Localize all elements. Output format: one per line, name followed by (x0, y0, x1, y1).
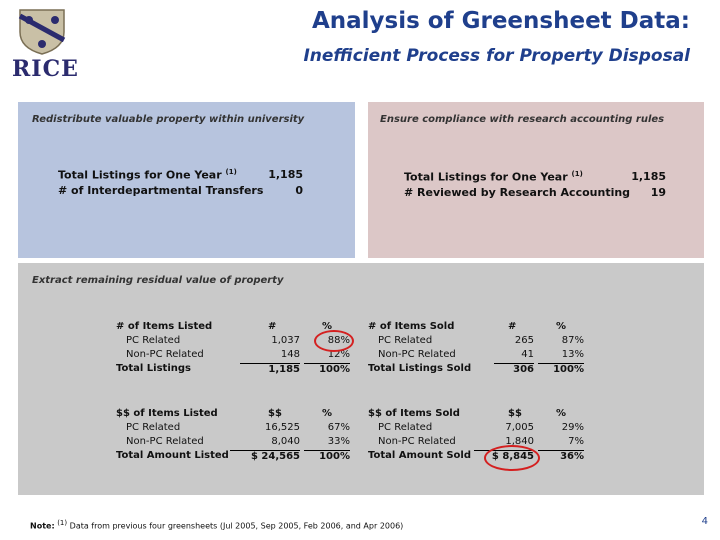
table-row: PC Related 265 87% (368, 335, 586, 349)
row-count: 265 (514, 335, 534, 346)
row-label: Non-PC Related (378, 349, 456, 360)
row-percent: 100% (304, 363, 350, 375)
row-label: Total Listings Sold (368, 363, 472, 374)
items-sold-table: # of Items Sold # % PC Related 265 87% N… (368, 321, 586, 381)
blue-total-listings-label: Total Listings for One Year (1) (58, 168, 237, 182)
row-label: PC Related (126, 335, 181, 346)
row-percent: 13% (561, 349, 584, 360)
row-label: Total Amount Sold (368, 450, 471, 461)
row-label: Non-PC Related (378, 436, 456, 447)
row-label: PC Related (378, 335, 433, 346)
column-header: $$ (268, 408, 282, 419)
blue-transfers-value: 0 (295, 184, 303, 197)
row-label: PC Related (378, 422, 433, 433)
table-row: PC Related 7,005 29% (368, 422, 586, 436)
table-total-row: Total Amount Sold $ 8,845 36% (368, 450, 586, 464)
row-count: 306 (494, 363, 534, 375)
pink-total-listings-value: 1,185 (631, 170, 666, 183)
compliance-panel: Ensure compliance with research accounti… (368, 102, 704, 258)
row-percent: 33% (327, 436, 350, 447)
footnote-marker: (1) (57, 519, 68, 527)
column-header: % (322, 321, 333, 332)
row-percent: 100% (538, 363, 584, 375)
dollars-listed-table: $$ of Items Listed $$ % PC Related 16,52… (116, 408, 352, 468)
row-amount: 7,005 (505, 422, 534, 433)
column-header: % (556, 408, 567, 419)
table-row: Non-PC Related 148 12% (116, 349, 352, 363)
row-percent: 12% (327, 349, 350, 360)
page-title: Analysis of Greensheet Data: (311, 8, 690, 34)
residual-heading: Extract remaining residual value of prop… (32, 275, 284, 286)
table-header-row: # of Items Listed # % (116, 321, 352, 335)
column-header: $$ of Items Listed (116, 408, 218, 419)
column-header: # (268, 321, 277, 332)
row-percent: 67% (327, 422, 350, 433)
row-percent: 29% (561, 422, 584, 433)
row-label: Non-PC Related (126, 349, 204, 360)
residual-value-panel: Extract remaining residual value of prop… (18, 263, 704, 495)
pink-reviewed-value: 19 (650, 186, 666, 199)
table-total-row: Total Listings Sold 306 100% (368, 363, 586, 377)
rice-shield-icon (18, 9, 66, 55)
row-percent: 36% (538, 450, 584, 462)
row-count: 1,185 (240, 363, 300, 375)
dollars-sold-table: $$ of Items Sold $$ % PC Related 7,005 2… (368, 408, 586, 468)
page-number: 4 (701, 516, 708, 527)
footnote-label: Note: (30, 521, 55, 531)
table-row: PC Related 16,525 67% (116, 422, 352, 436)
blue-total-listings-value: 1,185 (268, 168, 303, 181)
column-header: # of Items Sold (368, 321, 455, 332)
compliance-heading: Ensure compliance with research accounti… (380, 114, 665, 125)
row-amount: $ 24,565 (230, 450, 300, 462)
table-row: Non-PC Related 41 13% (368, 349, 586, 363)
row-percent: 87% (561, 335, 584, 346)
table-header-row: # of Items Sold # % (368, 321, 586, 335)
column-header: % (322, 408, 333, 419)
footnote: Note: (1) Data from previous four greens… (30, 519, 403, 531)
column-header: # (508, 321, 517, 332)
footnote-text: Data from previous four greensheets (Jul… (69, 521, 404, 531)
pink-reviewed-label: # Reviewed by Research Accounting (404, 186, 631, 199)
row-count: 41 (521, 349, 534, 360)
highlight-circle-88-percent (314, 330, 354, 352)
row-percent: 100% (304, 450, 350, 462)
blue-transfers-label: # of Interdepartmental Transfers (58, 184, 264, 197)
column-header: # of Items Listed (116, 321, 213, 332)
row-label: Total Amount Listed (116, 450, 229, 461)
table-row: Non-PC Related 8,040 33% (116, 436, 352, 450)
row-amount: 1,840 (505, 436, 534, 447)
row-amount: 8,040 (271, 436, 300, 447)
page-subtitle: Inefficient Process for Property Disposa… (303, 46, 690, 66)
column-header: $$ of Items Sold (368, 408, 460, 419)
redistribute-heading: Redistribute valuable property within un… (32, 114, 305, 125)
table-header-row: $$ of Items Sold $$ % (368, 408, 586, 422)
column-header: $$ (508, 408, 522, 419)
table-header-row: $$ of Items Listed $$ % (116, 408, 352, 422)
row-count: 148 (280, 349, 300, 360)
row-count: 1,037 (271, 335, 300, 346)
table-total-row: Total Amount Listed $ 24,565 100% (116, 450, 352, 464)
redistribute-panel: Redistribute valuable property within un… (18, 102, 355, 258)
column-header: % (556, 321, 567, 332)
row-amount: 16,525 (265, 422, 300, 433)
table-total-row: Total Listings 1,185 100% (116, 363, 352, 377)
highlight-circle-8845-amount (484, 445, 540, 471)
rice-wordmark: RICE (12, 56, 79, 82)
rice-logo: RICE (8, 6, 78, 82)
items-listed-table: # of Items Listed # % PC Related 1,037 8… (116, 321, 352, 381)
table-row: Non-PC Related 1,840 7% (368, 436, 586, 450)
row-label: Total Listings (116, 363, 191, 374)
pink-total-listings-label: Total Listings for One Year (1) (404, 170, 583, 184)
row-label: PC Related (126, 422, 181, 433)
row-label: Non-PC Related (126, 436, 204, 447)
row-percent: 7% (568, 436, 584, 447)
